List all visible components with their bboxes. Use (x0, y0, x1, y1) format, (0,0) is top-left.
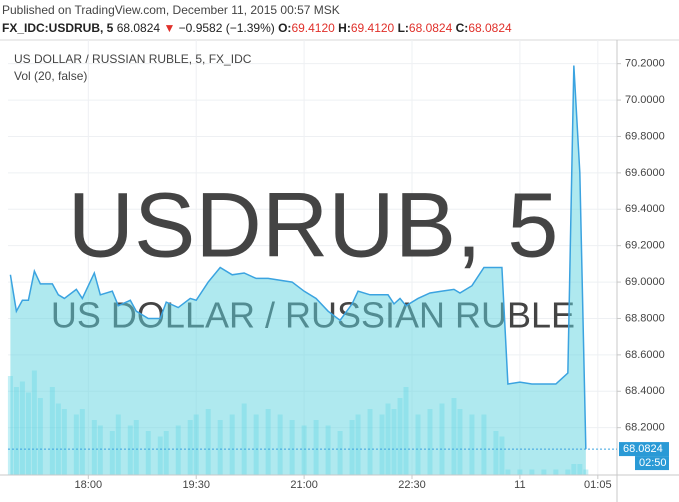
open-label: O: (278, 21, 291, 35)
change: −0.9582 (−1.39%) (179, 21, 275, 35)
close-label: C: (456, 21, 469, 35)
y-tick-label: 69.8000 (625, 130, 665, 142)
y-tick-label: 69.2000 (625, 240, 665, 252)
high: 69.4120 (351, 21, 395, 35)
chart-title: US DOLLAR / RUSSIAN RUBLE, 5, FX_IDC (14, 52, 252, 66)
y-tick-label: 69.6000 (625, 167, 665, 179)
countdown: 02:50 (639, 457, 667, 469)
y-tick-label: 70.2000 (625, 58, 665, 70)
price-area (10, 65, 586, 475)
low-label: L: (398, 21, 409, 35)
x-tick-label: 18:00 (75, 479, 103, 491)
watermark: USDRUB, 5 (68, 174, 559, 276)
y-tick-label: 68.4000 (625, 385, 665, 397)
down-arrow: ▼ (163, 21, 175, 35)
x-tick-label: 01:05 (584, 479, 612, 491)
y-tick-label: 69.0000 (625, 276, 665, 288)
last-price-label: 68.0824 (623, 443, 663, 455)
volume-label: Vol (20, false) (14, 69, 87, 83)
y-tick-label: 68.8000 (625, 312, 665, 324)
x-tick-label: 22:30 (398, 479, 426, 491)
y-tick-label: 68.6000 (625, 349, 665, 361)
low: 68.0824 (409, 21, 453, 35)
y-tick-label: 68.2000 (625, 422, 665, 434)
open: 69.4120 (291, 21, 335, 35)
x-tick-label: 11 (514, 479, 525, 491)
price-line (9, 65, 587, 450)
close: 68.0824 (468, 21, 512, 35)
x-tick-label: 19:30 (182, 479, 210, 491)
y-tick-label: 69.4000 (625, 203, 665, 215)
published: Published on TradingView.com, December 1… (2, 3, 340, 17)
symbol: FX_IDC:USDRUB, 5 (2, 21, 114, 35)
countdown-box (635, 456, 669, 471)
last-price-box (619, 442, 669, 457)
x-tick-label: 21:00 (290, 479, 318, 491)
high-label: H: (338, 21, 351, 35)
last: 68.0824 (117, 21, 161, 35)
symbol-line: FX_IDC:USDRUB, 5 68.0824 ▼ −0.9582 (−1.3… (2, 21, 512, 35)
y-tick-label: 70.0000 (625, 94, 665, 106)
